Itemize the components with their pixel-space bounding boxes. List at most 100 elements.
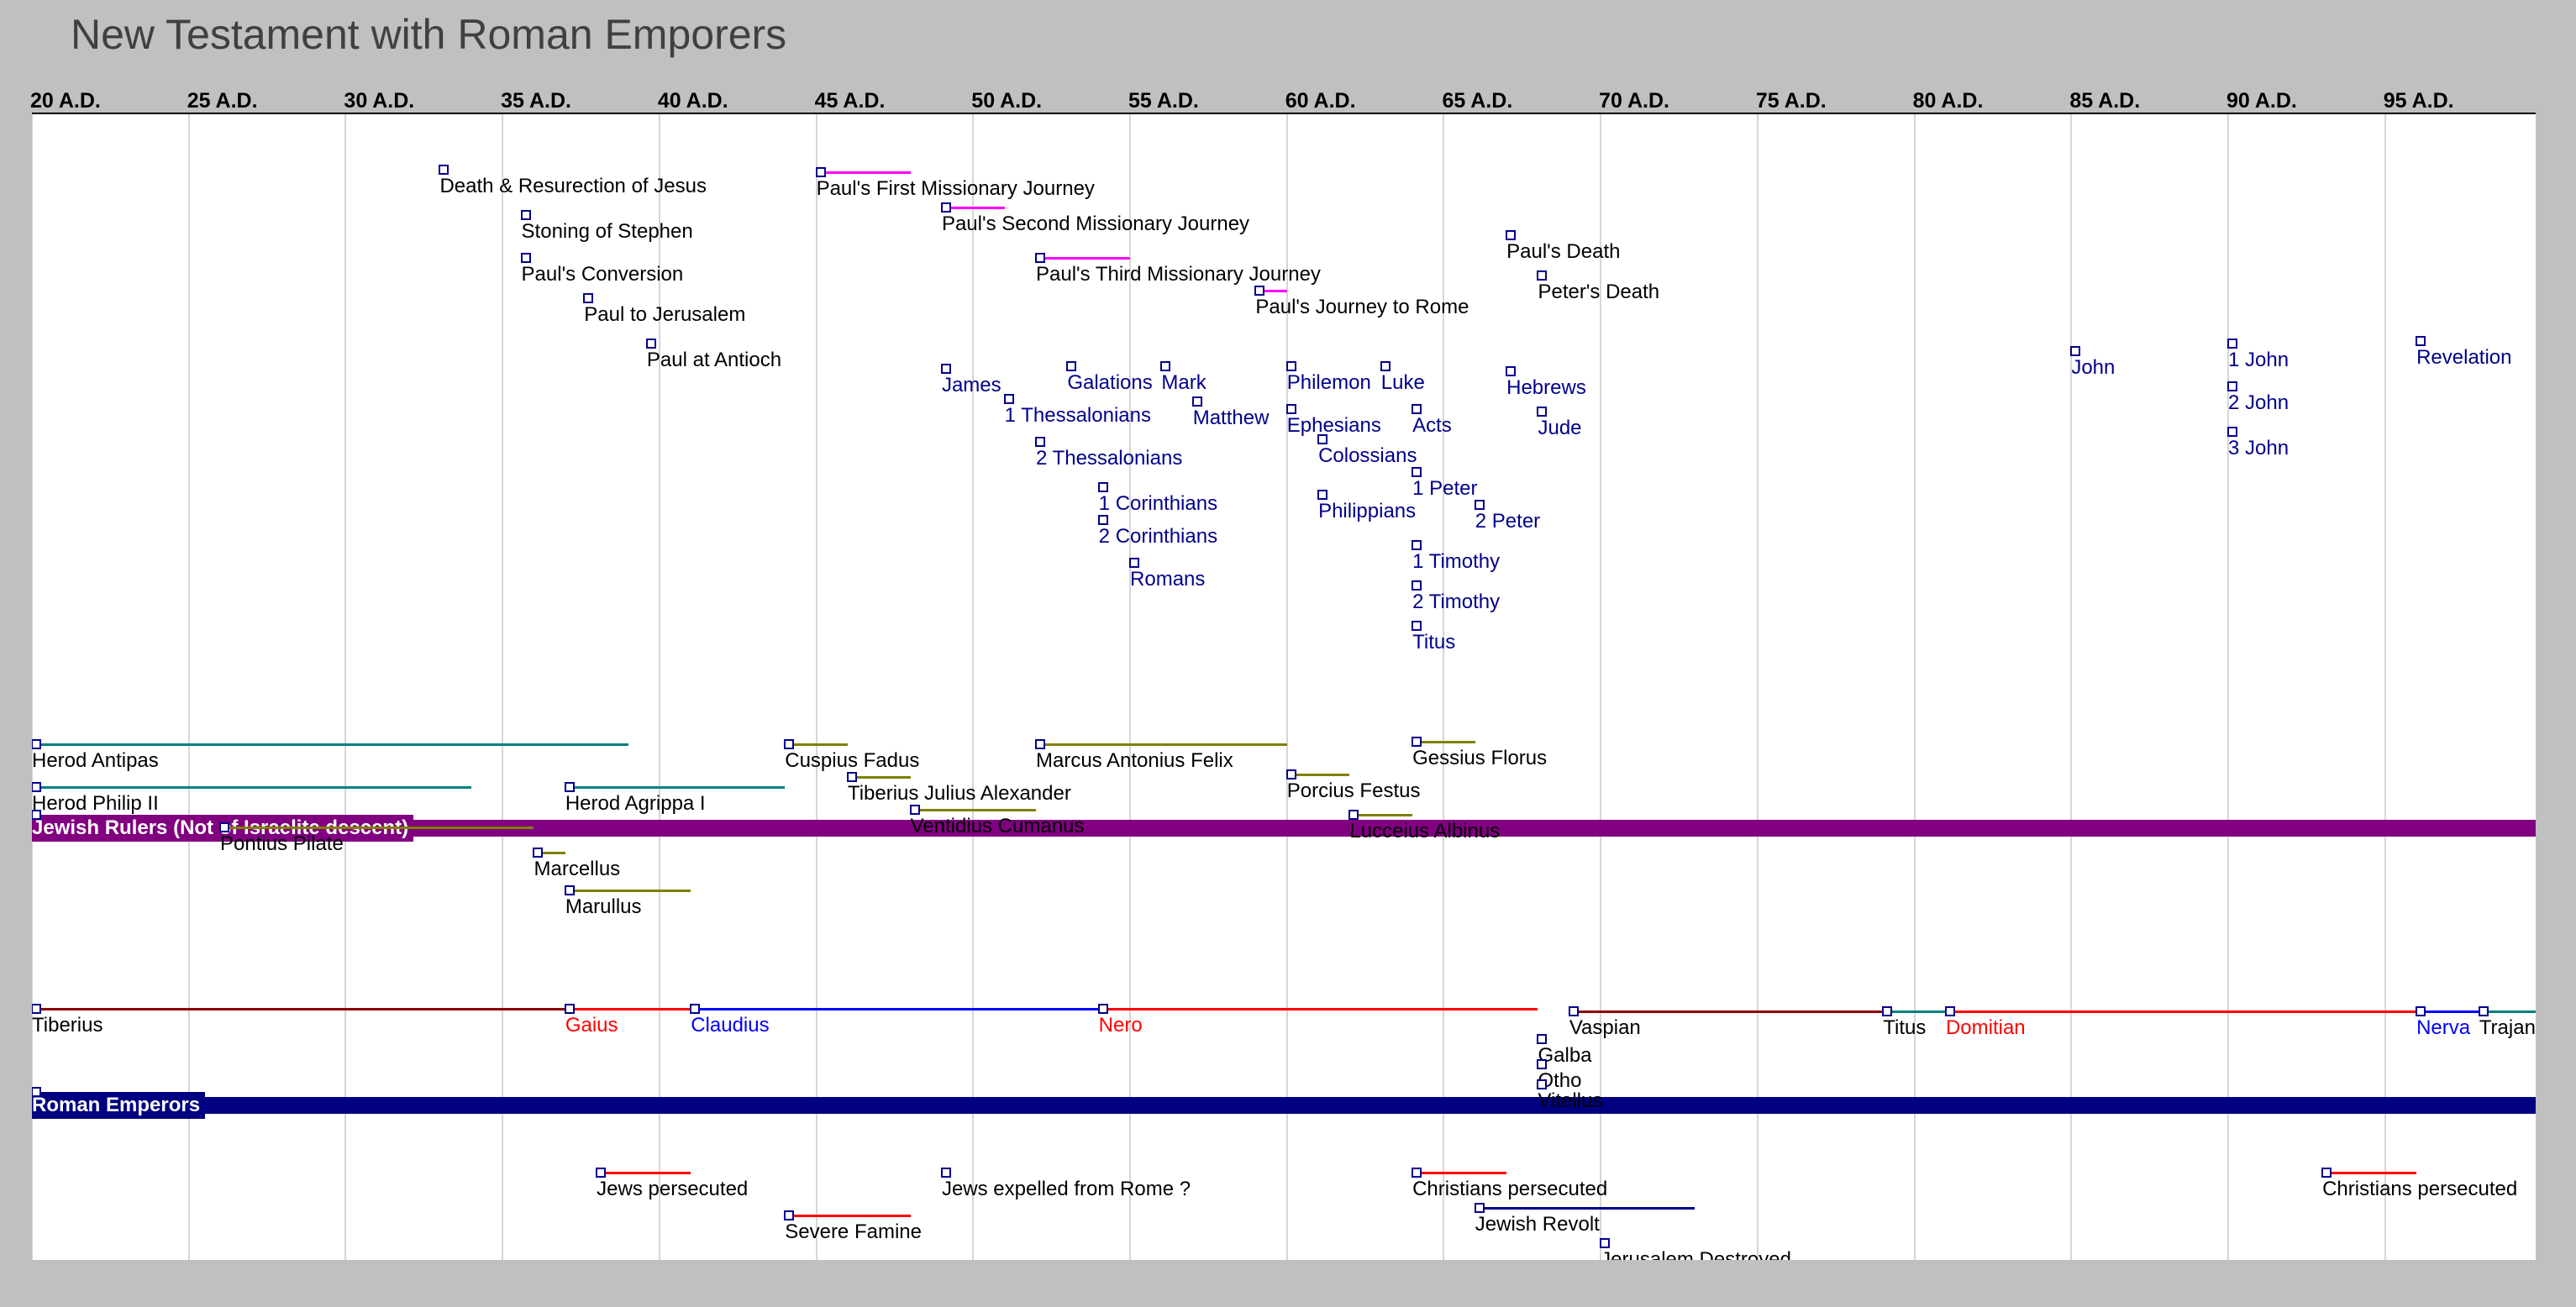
marker-herod-philip-ii — [32, 782, 41, 792]
marker-hebrews — [1506, 366, 1517, 376]
tick-label: 95 A.D. — [2383, 89, 2454, 113]
label-1-john: 1 John — [2228, 349, 2289, 371]
marker-revelation — [2416, 336, 2426, 346]
tick-label: 65 A.D. — [1442, 89, 1513, 113]
bar-ventidius-cumanus — [910, 809, 1036, 811]
marker-jude — [1537, 407, 1548, 417]
label-john: John — [2071, 356, 2116, 379]
marker-herod-antipas — [32, 739, 41, 749]
label-christians-persecuted: Christians persecuted — [2322, 1178, 2518, 1200]
label-christians-persecuted: Christians persecuted — [1412, 1178, 1608, 1200]
marker-titus — [1882, 1006, 1893, 1016]
label-mark: Mark — [1161, 371, 1207, 394]
band-roman-emperors — [32, 1097, 2536, 1114]
marker-vaspian — [1568, 1006, 1579, 1016]
marker-tiberius-julius-alexander — [846, 772, 857, 782]
label-gaius: Gaius — [565, 1014, 618, 1037]
marker-nerva — [2416, 1006, 2426, 1016]
marker-jews-expelled-from-rome — [940, 1168, 951, 1178]
label-paul-s-second-missionary-journey: Paul's Second Missionary Journey — [941, 213, 1250, 235]
bar-paul-s-third-missionary-journey — [1035, 257, 1130, 260]
marker-domitian — [1944, 1006, 1955, 1016]
bar-trajan — [2479, 1010, 2536, 1013]
marker-otho — [1537, 1059, 1548, 1069]
label-jewish-revolt: Jewish Revolt — [1475, 1213, 1600, 1236]
marker-paul-at-antioch — [645, 339, 656, 349]
bar-jews-persecuted — [597, 1172, 691, 1174]
marker-claudius — [690, 1004, 701, 1014]
label-cuspius-fadus: Cuspius Fadus — [785, 749, 920, 772]
marker-peter-s-death — [1537, 270, 1548, 281]
label-james: James — [941, 374, 1001, 396]
bar-severe-famine — [785, 1215, 911, 1217]
label-gessius-florus: Gessius Florus — [1412, 747, 1548, 769]
bar-marcellus — [534, 852, 565, 854]
marker-jewish-revolt — [1474, 1203, 1485, 1213]
bar-tiberius — [32, 1008, 565, 1010]
label-philemon: Philemon — [1286, 371, 1371, 394]
marker-2-john — [2227, 381, 2238, 391]
marker-luke — [1380, 361, 1391, 371]
marker-christians-persecuted — [2321, 1168, 2332, 1178]
marker-herod-agrippa-i — [564, 782, 575, 792]
gridline — [344, 114, 347, 1260]
label-titus: Titus — [1412, 631, 1456, 654]
label-philippians: Philippians — [1318, 500, 1417, 522]
label-2-john: 2 John — [2228, 391, 2289, 414]
marker-galba — [1537, 1034, 1548, 1044]
marker-pontius-pilate — [219, 822, 230, 832]
label-jerusalem-destroyed: Jerusalem Destroyed — [1601, 1248, 1791, 1260]
marker-philippians — [1317, 490, 1328, 500]
bar-porcius-festus — [1286, 774, 1350, 776]
bar-jewish-revolt — [1475, 1207, 1695, 1210]
marker-tiberius — [32, 1004, 41, 1014]
bar-gaius — [565, 1008, 691, 1010]
label-vitellus: Vitellus — [1538, 1089, 1603, 1112]
label-titus: Titus — [1883, 1016, 1927, 1039]
tick-label: 35 A.D. — [501, 89, 571, 113]
marker-john — [2070, 346, 2081, 356]
marker-lucceius-albinus — [1348, 810, 1359, 820]
marker-romans — [1129, 558, 1140, 568]
label-2-timothy: 2 Timothy — [1412, 591, 1501, 613]
label-paul-s-conversion: Paul's Conversion — [521, 263, 684, 286]
label-paul-to-jerusalem: Paul to Jerusalem — [584, 303, 746, 326]
marker-2-peter — [1474, 500, 1485, 510]
gridline — [2070, 114, 2073, 1260]
chart-title: New Testament with Roman Emporers — [71, 11, 787, 58]
label-paul-s-third-missionary-journey: Paul's Third Missionary Journey — [1035, 263, 1321, 286]
label-acts: Acts — [1412, 414, 1452, 437]
gridline — [1129, 114, 1132, 1260]
label-paul-s-death: Paul's Death — [1506, 240, 1621, 263]
gridline — [658, 114, 660, 1260]
marker-jerusalem-destroyed — [1600, 1238, 1611, 1248]
bar-gessius-florus — [1412, 741, 1475, 743]
gridline — [1443, 114, 1445, 1260]
tick-label: 50 A.D. — [971, 89, 1043, 113]
label-jews-expelled-from-rome: Jews expelled from Rome ? — [941, 1178, 1191, 1200]
marker-porcius-festus — [1285, 769, 1296, 779]
marker-death-resurection-of-jesus — [439, 165, 449, 175]
gridline — [1913, 114, 1916, 1260]
band-label: Roman Emperors — [32, 1092, 206, 1119]
marker-paul-s-journey-to-rome — [1254, 286, 1265, 296]
bar-marullus — [565, 890, 691, 892]
bar-paul-s-second-missionary-journey — [941, 207, 1005, 209]
bar-christians-persecuted — [2322, 1172, 2417, 1174]
marker-2-timothy — [1412, 580, 1422, 591]
marker-2-corinthians — [1097, 515, 1108, 525]
marker-paul-to-jerusalem — [583, 293, 594, 303]
marker-nero — [1097, 1004, 1108, 1014]
marker-paul-s-conversion — [520, 253, 531, 263]
marker-galations — [1066, 361, 1077, 371]
label-2-thessalonians: 2 Thessalonians — [1035, 447, 1183, 470]
label-stoning-of-stephen: Stoning of Stephen — [521, 220, 693, 243]
label-peter-s-death: Peter's Death — [1538, 281, 1660, 303]
bar-pontius-pilate — [220, 827, 534, 829]
bar-domitian — [1945, 1010, 2417, 1013]
label-herod-agrippa-i: Herod Agrippa I — [565, 792, 706, 815]
bar-herod-agrippa-i — [565, 786, 786, 789]
label-herod-antipas: Herod Antipas — [32, 749, 159, 772]
label-vaspian: Vaspian — [1569, 1016, 1641, 1039]
marker-1-john — [2227, 339, 2238, 349]
